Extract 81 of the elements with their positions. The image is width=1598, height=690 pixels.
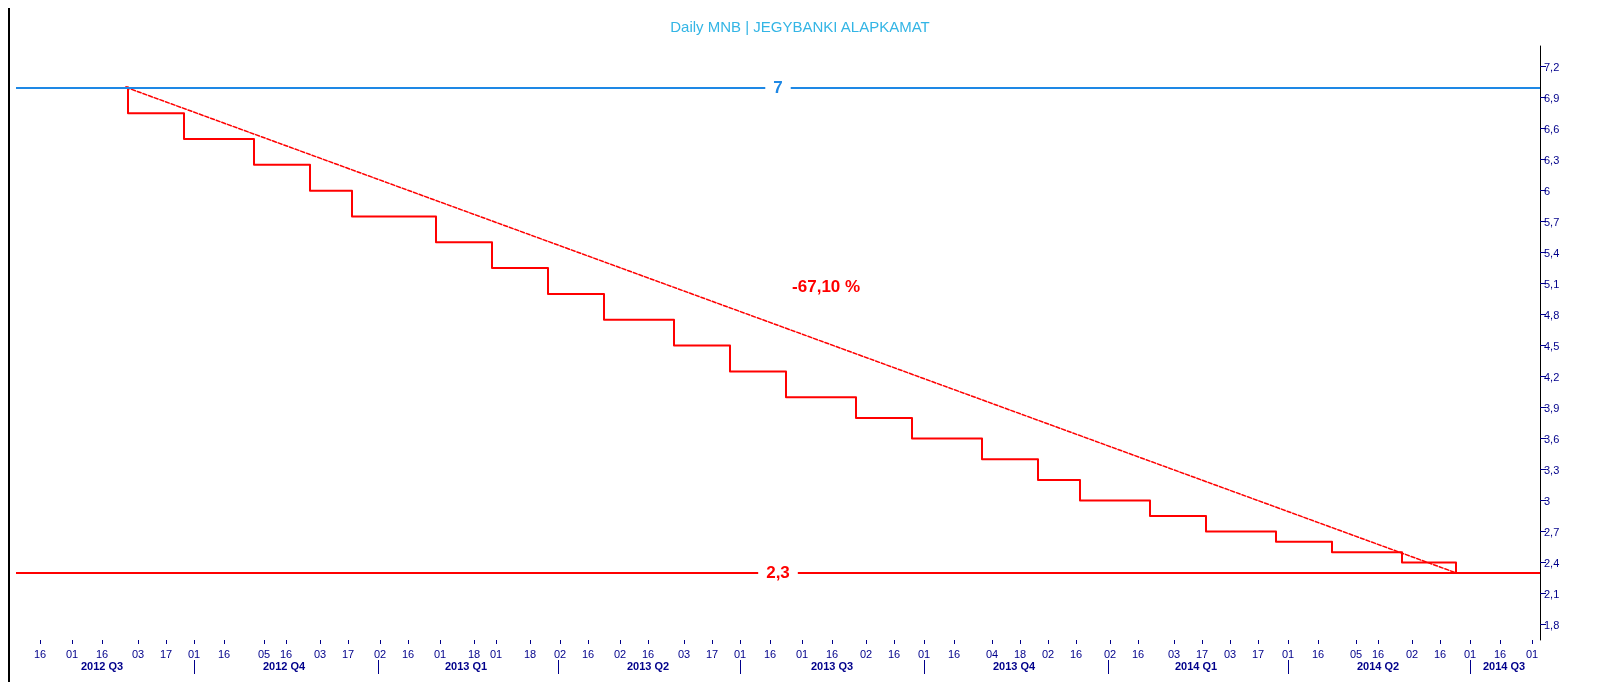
x-tick-label: 03: [1223, 647, 1237, 660]
x-tick-label: 16: [1069, 647, 1083, 660]
chart-title: Daily MNB | JEGYBANKI ALAPKAMAT: [670, 18, 930, 35]
x-tick-label: 05: [1349, 647, 1363, 660]
x-tick-label: 17: [1195, 647, 1209, 660]
x2-tick-label: 2013 Q4: [992, 659, 1036, 672]
x-tick-label: 18: [467, 647, 481, 660]
y-tick-label: 6,3: [1544, 153, 1560, 166]
x-tick-label: 03: [1167, 647, 1181, 660]
x-tick-label: 01: [65, 647, 79, 660]
x-tick-label: 16: [763, 647, 777, 660]
x-tick-label: 03: [313, 647, 327, 660]
y-tick-label: 1,8: [1544, 618, 1560, 631]
x-tick-label: 16: [641, 647, 655, 660]
x-tick-label: 01: [1463, 647, 1477, 660]
x-tick-label: 02: [859, 647, 873, 660]
x2-tick-label: 2012 Q3: [80, 659, 124, 672]
x-tick-label: 03: [131, 647, 145, 660]
y-tick-label: 2,1: [1544, 587, 1560, 600]
x2-tick-label: 2013 Q3: [810, 659, 854, 672]
y-tick-label: 3,9: [1544, 401, 1560, 414]
x2-tick-label: 2014 Q2: [1356, 659, 1400, 672]
x-tick-label: 01: [187, 647, 201, 660]
x-tick-label: 05: [257, 647, 271, 660]
y-tick-label: 6,9: [1544, 91, 1560, 104]
x-tick-label: 16: [217, 647, 231, 660]
annotation: -67,10 %: [792, 277, 861, 296]
x-tick-label: 16: [1493, 647, 1507, 660]
x-tick-label: 18: [523, 647, 537, 660]
y-tick-label: 5,7: [1544, 215, 1560, 228]
x-tick-label: 16: [1311, 647, 1325, 660]
x-tick-label: 18: [1013, 647, 1027, 660]
x-tick-label: 16: [33, 647, 47, 660]
x-tick-label: 17: [705, 647, 719, 660]
x-tick-label: 16: [95, 647, 109, 660]
y-tick-label: 5,4: [1544, 246, 1560, 259]
x-tick-label: 16: [401, 647, 415, 660]
x-tick-label: 01: [1281, 647, 1295, 660]
x-tick-label: 16: [887, 647, 901, 660]
ref-line-label: 7: [773, 77, 783, 97]
y-tick-label: 3: [1544, 494, 1551, 507]
x-tick-label: 01: [489, 647, 503, 660]
x-tick-label: 01: [433, 647, 447, 660]
x-tick-label: 16: [1131, 647, 1145, 660]
x2-tick-label: 2012 Q4: [262, 659, 306, 672]
x-tick-label: 02: [373, 647, 387, 660]
x-tick-label: 17: [159, 647, 173, 660]
x-tick-label: 02: [613, 647, 627, 660]
x-tick-label: 03: [677, 647, 691, 660]
ref-line-label: 2,3: [766, 563, 790, 583]
x-tick-label: 02: [1103, 647, 1117, 660]
y-tick-label: 3,6: [1544, 432, 1560, 445]
x-tick-label: 16: [825, 647, 839, 660]
x-tick-label: 16: [947, 647, 961, 660]
x-tick-label: 17: [341, 647, 355, 660]
x-tick-label: 02: [1041, 647, 1055, 660]
y-tick-label: 4,2: [1544, 370, 1560, 383]
x-tick-label: 01: [733, 647, 747, 660]
x-tick-label: 16: [581, 647, 595, 660]
y-tick-label: 4,8: [1544, 308, 1560, 321]
x-tick-label: 02: [1405, 647, 1419, 660]
y-tick-label: 7,2: [1544, 60, 1560, 73]
x-tick-label: 17: [1251, 647, 1265, 660]
x2-tick-label: 2013 Q2: [626, 659, 670, 672]
x-tick-label: 16: [1371, 647, 1385, 660]
y-tick-label: 2,4: [1544, 556, 1560, 569]
x2-tick-label: 2013 Q1: [444, 659, 488, 672]
x-tick-label: 01: [1525, 647, 1539, 660]
x-tick-label: 01: [917, 647, 931, 660]
x-tick-label: 01: [795, 647, 809, 660]
x-tick-label: 16: [279, 647, 293, 660]
x-tick-label: 16: [1433, 647, 1447, 660]
x2-tick-label: 2014 Q1: [1174, 659, 1218, 672]
y-tick-label: 6,6: [1544, 122, 1560, 135]
y-tick-label: 2,7: [1544, 525, 1560, 538]
y-tick-label: 3,3: [1544, 463, 1560, 476]
y-tick-label: 4,5: [1544, 339, 1560, 352]
y-tick-label: 5,1: [1544, 277, 1560, 290]
x-tick-label: 02: [553, 647, 567, 660]
x-tick-label: 04: [985, 647, 999, 660]
x2-tick-label: 2014 Q3: [1482, 659, 1526, 672]
